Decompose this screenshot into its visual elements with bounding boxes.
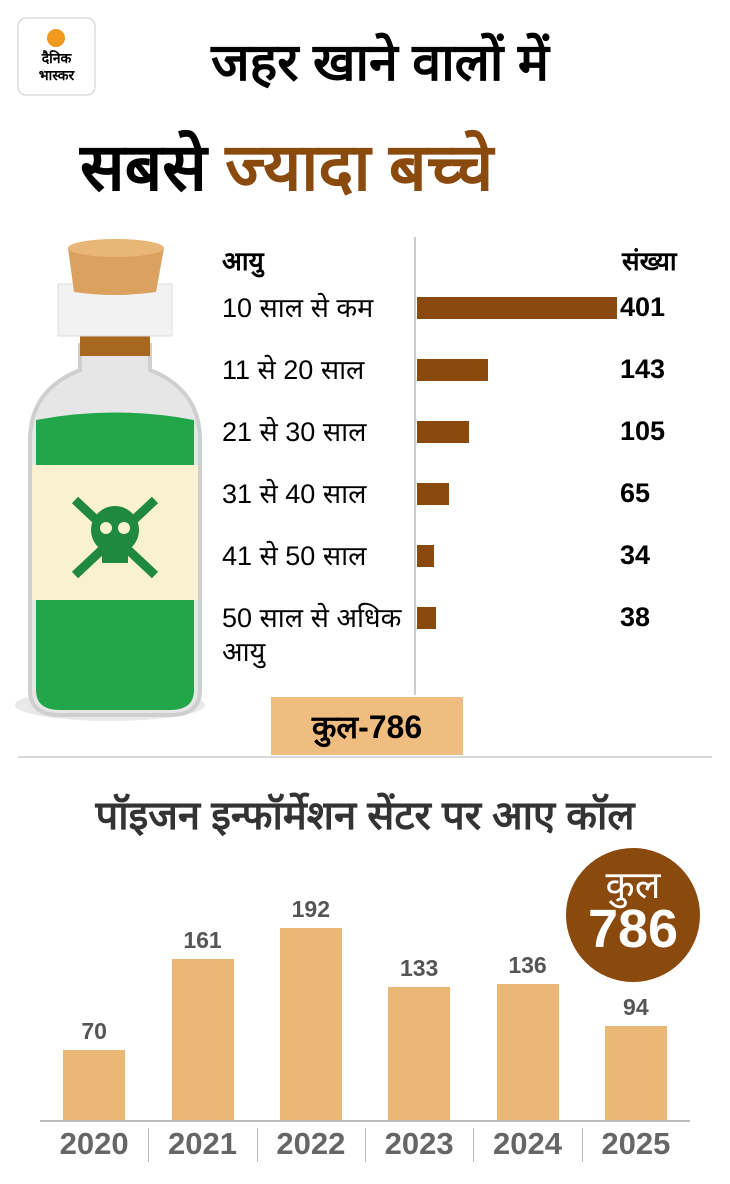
tick-separator — [148, 1128, 150, 1162]
bottle — [15, 239, 205, 721]
bar — [417, 421, 470, 443]
value-label: 192 — [291, 896, 331, 922]
logo-line: दैनिक — [41, 50, 72, 66]
total-badge-value: 786 — [587, 899, 679, 959]
value-label: 133 — [399, 955, 439, 981]
value-label: 65 — [620, 478, 651, 508]
category-label: 50 साल से अधिक आयु — [222, 603, 402, 667]
bar — [496, 984, 559, 1120]
x-tick-label: 2023 — [384, 1126, 454, 1161]
value-label: 401 — [620, 292, 666, 322]
title: जहर खाने वालों में — [211, 34, 549, 92]
bar — [417, 545, 434, 567]
category-header: आयु — [222, 246, 264, 276]
value-header: संख्या — [622, 246, 677, 276]
bar — [279, 928, 342, 1120]
value-label: 136 — [508, 952, 547, 978]
logo-line: भास्कर — [38, 67, 75, 83]
value-label: 34 — [620, 540, 651, 570]
chart-title: पॉइजन इन्फॉर्मेशन सेंटर पर आए कॉल — [95, 794, 635, 838]
category-label: 31 से 40 साल — [222, 479, 367, 509]
bar — [417, 607, 436, 629]
x-tick-label: 2024 — [493, 1126, 562, 1161]
category-label: 21 से 30 साल — [222, 417, 367, 447]
value-label: 105 — [620, 416, 666, 446]
title-part: सबसे — [80, 130, 207, 204]
bar — [388, 987, 451, 1120]
total-badge — [566, 848, 700, 982]
value-label: 70 — [81, 1018, 107, 1044]
bar — [417, 359, 489, 381]
x-tick-label: 2021 — [168, 1126, 237, 1161]
title-line: सबसे ज्यादा बच्चे — [80, 120, 493, 210]
tick-separator — [365, 1128, 366, 1162]
category-label: 41 से 50 साल — [222, 541, 367, 571]
x-tick-label: 2025 — [601, 1126, 671, 1161]
tick-separator — [256, 1128, 258, 1162]
logo-sun — [47, 29, 65, 47]
total-label: कुल-786 — [311, 709, 423, 745]
bar — [604, 1026, 667, 1120]
logo-text: दैनिक भास्कर — [18, 50, 95, 84]
bar — [171, 959, 234, 1120]
bar — [417, 483, 450, 505]
total-box — [271, 697, 463, 755]
title-highlight: ज्यादा बच्चे — [225, 130, 494, 204]
value-label: 38 — [620, 602, 651, 632]
category-label: 11 से 20 साल — [222, 355, 365, 385]
value-label: 161 — [183, 927, 222, 953]
tick-separator — [473, 1128, 475, 1162]
value-label: 143 — [620, 354, 666, 384]
category-label: 10 साल से कम — [222, 293, 374, 323]
tick-separator — [581, 1128, 583, 1162]
logo-box — [17, 17, 96, 96]
bar — [63, 1050, 126, 1120]
bar — [417, 297, 617, 319]
total-badge-label: कुल — [605, 865, 661, 907]
x-tick-label: 2022 — [276, 1126, 346, 1161]
value-label: 94 — [623, 994, 649, 1020]
x-tick-label: 2020 — [59, 1126, 129, 1161]
